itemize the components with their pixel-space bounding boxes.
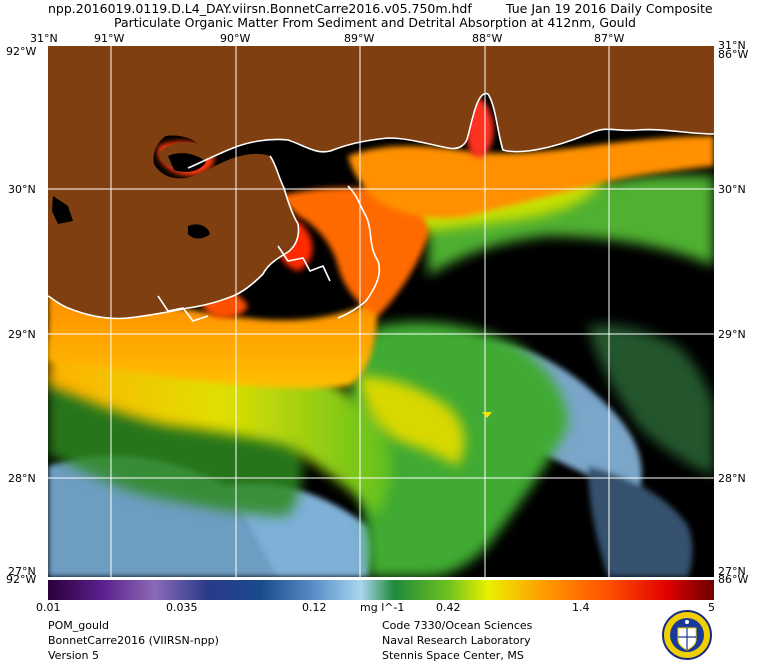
lat-label-left-30: 30°N <box>8 183 36 196</box>
composite-date: Tue Jan 19 2016 Daily Composite <box>506 1 713 16</box>
corner-label-top-right-lon: 86°W <box>718 48 749 61</box>
colorbar-tick-1: 0.035 <box>166 601 198 614</box>
org-location: Stennis Space Center, MS <box>382 649 524 662</box>
corner-label-top-left-lon: 92°W <box>6 45 37 58</box>
corner-label-bottom-left-lat: 27°N <box>8 565 36 578</box>
colorbar-tick-2: 0.12 <box>302 601 327 614</box>
nrl-seal-icon <box>662 610 712 660</box>
product-name: POM_gould <box>48 619 110 632</box>
dataset-name: BonnetCarre2016 (VIIRSN-npp) <box>48 634 219 647</box>
lat-label-left-29: 29°N <box>8 328 36 341</box>
satellite-map <box>48 46 714 577</box>
colorbar-tick-4: 1.4 <box>572 601 590 614</box>
org-name: Naval Research Laboratory <box>382 634 531 647</box>
lon-label-top-89: 89°W <box>344 32 375 45</box>
colorbar-units: mg l^-1 <box>360 601 405 614</box>
lon-label-top-90: 90°W <box>220 32 251 45</box>
version-label: Version 5 <box>48 649 99 662</box>
lat-label-right-28: 28°N <box>718 472 746 485</box>
colorbar-tick-0: 0.01 <box>36 601 61 614</box>
lon-label-top-87: 87°W <box>594 32 625 45</box>
corner-label-top-left-lat: 31°N <box>30 32 58 45</box>
file-name: npp.2016019.0119.D.L4_DAY.viirsn.BonnetC… <box>48 1 472 16</box>
lat-label-left-28: 28°N <box>8 472 36 485</box>
lat-label-right-29: 29°N <box>718 328 746 341</box>
colorbar <box>48 580 714 600</box>
corner-label-bottom-right-lon: 86°W <box>718 573 749 586</box>
corner-label-bottom-left-lon: 92°W <box>6 573 37 586</box>
colorbar-tick-5: 5 <box>708 601 715 614</box>
corner-label-bottom-right-lat: 27°N <box>718 565 746 578</box>
colorbar-tick-3: 0.42 <box>436 601 461 614</box>
lon-label-top-88: 88°W <box>472 32 503 45</box>
org-code: Code 7330/Ocean Sciences <box>382 619 533 632</box>
corner-label-top-right-lat: 31°N <box>718 39 746 52</box>
lon-label-top-91: 91°W <box>94 32 125 45</box>
product-title: Particulate Organic Matter From Sediment… <box>114 15 636 30</box>
lat-label-right-30: 30°N <box>718 183 746 196</box>
